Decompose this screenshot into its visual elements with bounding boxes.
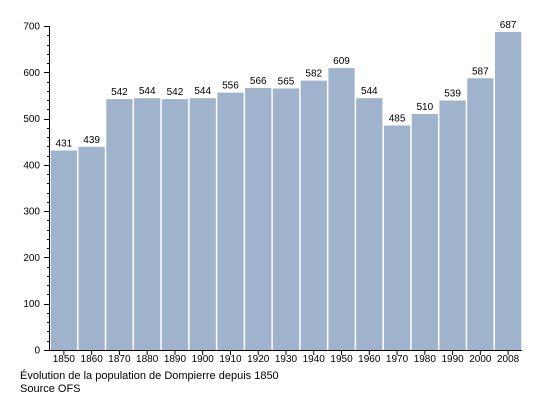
bar-2008 bbox=[494, 32, 522, 350]
bar-1850 bbox=[50, 150, 78, 350]
x-tick-label-1910: 1910 bbox=[219, 354, 242, 365]
x-tick-label-1860: 1860 bbox=[81, 354, 104, 365]
y-tick-label: 100 bbox=[23, 299, 40, 310]
bar-1910 bbox=[217, 92, 244, 350]
y-tick-label: 300 bbox=[23, 207, 40, 218]
bar-1890 bbox=[161, 99, 189, 350]
data-label-1870: 542 bbox=[111, 87, 128, 98]
bar-1900 bbox=[189, 98, 216, 350]
x-tick-label-1900: 1900 bbox=[192, 354, 215, 365]
bar-1880 bbox=[134, 98, 161, 350]
x-tick-label-1870: 1870 bbox=[108, 354, 131, 365]
data-label-1950: 609 bbox=[333, 56, 350, 67]
data-label-1970: 485 bbox=[389, 114, 406, 125]
x-tick-label-1970: 1970 bbox=[386, 354, 409, 365]
chart-source: Source OFS bbox=[20, 383, 81, 395]
bar-1940 bbox=[300, 80, 327, 351]
y-tick-label: 200 bbox=[23, 253, 40, 264]
x-tick-label-1980: 1980 bbox=[414, 354, 437, 365]
data-label-1930: 565 bbox=[278, 76, 295, 87]
bar-1870 bbox=[106, 99, 133, 350]
data-label-1980: 510 bbox=[416, 102, 433, 113]
bar-2000 bbox=[467, 78, 494, 350]
x-tick-label-1990: 1990 bbox=[441, 354, 464, 365]
data-label-1860: 439 bbox=[83, 135, 100, 146]
bar-1920 bbox=[245, 88, 272, 350]
bar-1950 bbox=[328, 68, 355, 351]
bar-1960 bbox=[356, 98, 383, 350]
data-label-2008: 687 bbox=[500, 20, 517, 31]
data-label-1850: 431 bbox=[56, 139, 73, 150]
bar-1970 bbox=[383, 125, 411, 350]
y-tick-label: 500 bbox=[23, 114, 40, 125]
data-label-1990: 539 bbox=[444, 89, 461, 100]
chart-data-labels: 431 439 542 544 542 544 556 566 565 582 609 544 485 5… bbox=[56, 20, 517, 149]
x-tick-label-1960: 1960 bbox=[358, 354, 381, 365]
chart-caption: Évolution de la population de Dompierre … bbox=[20, 370, 279, 382]
data-label-1960: 544 bbox=[361, 86, 378, 97]
chart-x-tick-labels: 1850 1860 1870 1880 1890 1900 1910 1920 1930 1940… bbox=[53, 354, 520, 365]
x-tick-label-1850: 1850 bbox=[53, 354, 76, 365]
x-tick-label-1940: 1940 bbox=[303, 354, 326, 365]
data-label-1940: 582 bbox=[305, 69, 322, 80]
data-label-2000: 587 bbox=[472, 66, 489, 77]
data-label-1890: 542 bbox=[167, 87, 184, 98]
data-label-1920: 566 bbox=[250, 76, 267, 87]
x-tick-label-1930: 1930 bbox=[275, 354, 298, 365]
bar-1860 bbox=[78, 146, 105, 350]
data-label-1900: 544 bbox=[194, 86, 211, 97]
y-tick-label: 700 bbox=[23, 22, 40, 33]
chart-y-tick-labels: 0 100 200 300 400 500 600 700 bbox=[23, 22, 40, 357]
bar-1980 bbox=[411, 113, 438, 350]
data-label-1910: 556 bbox=[222, 81, 239, 92]
y-tick-label: 400 bbox=[23, 160, 40, 171]
y-tick-label: 600 bbox=[23, 68, 40, 79]
bar-1990 bbox=[439, 100, 466, 351]
x-tick-label-1920: 1920 bbox=[247, 354, 270, 365]
x-tick-label-2000: 2000 bbox=[469, 354, 492, 365]
x-tick-label-1890: 1890 bbox=[164, 354, 187, 365]
x-tick-label-1950: 1950 bbox=[330, 354, 353, 365]
data-label-1880: 544 bbox=[139, 86, 156, 97]
x-tick-label-1880: 1880 bbox=[136, 354, 159, 365]
bar-1930 bbox=[272, 88, 300, 350]
chart-axes bbox=[44, 26, 522, 355]
y-tick-label: 0 bbox=[34, 346, 40, 357]
x-tick-label-2008: 2008 bbox=[497, 354, 520, 365]
chart-bars bbox=[50, 32, 522, 351]
